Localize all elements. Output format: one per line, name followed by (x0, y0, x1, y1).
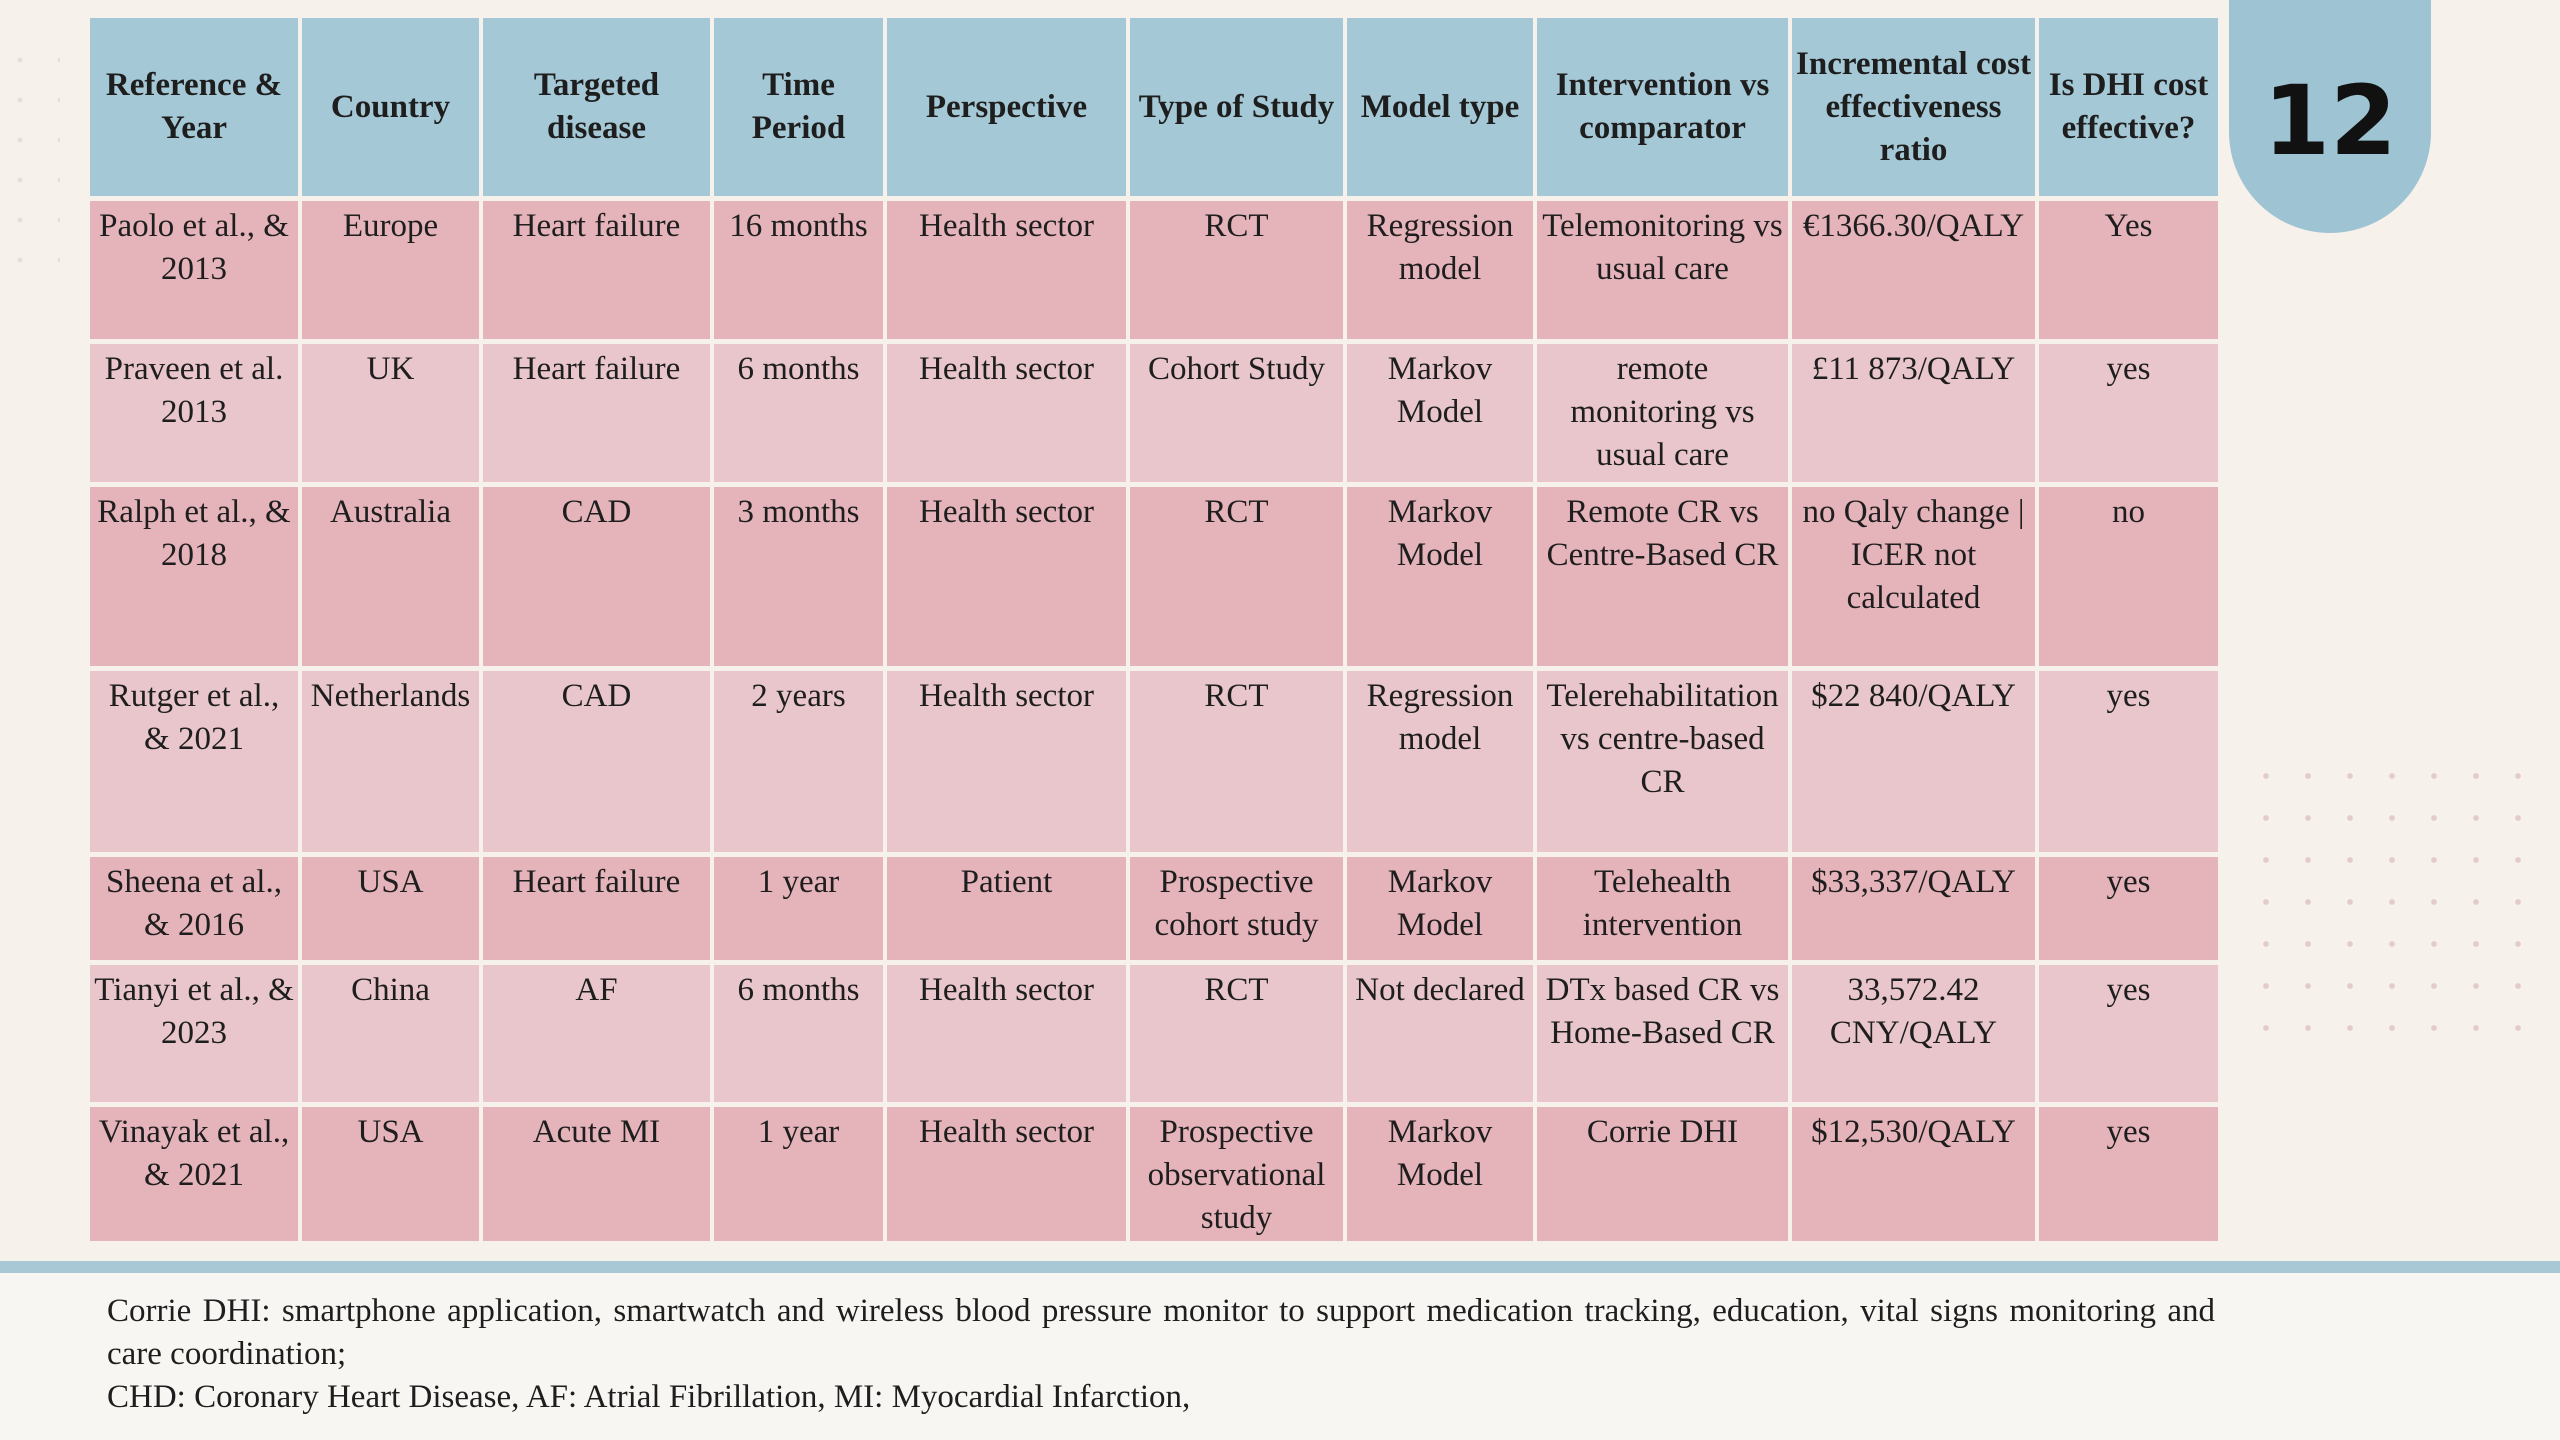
table-row: Vinayak et al., & 2021 USA Acute MI 1 ye… (86, 1104, 2222, 1246)
footnotes: Corrie DHI: smartphone application, smar… (107, 1290, 2215, 1419)
divider-bar (0, 1261, 2560, 1273)
cell-targeted-disease: Heart failure (479, 198, 714, 344)
table-row: Sheena et al., & 2016 USA Heart failure … (86, 854, 2222, 965)
cell-icer: $12,530/QALY (1788, 1104, 2039, 1246)
cell-targeted-disease: Acute MI (479, 1104, 714, 1246)
table-row: Rutger et al., & 2021 Netherlands CAD 2 … (86, 668, 2222, 857)
cell-icer: $22 840/QALY (1788, 668, 2039, 857)
footnote-corrie-dhi: Corrie DHI: smartphone application, smar… (107, 1293, 2215, 1372)
header-country: Country (298, 18, 483, 201)
cell-country: Australia (298, 484, 483, 671)
cell-model-type: Markov Model (1343, 854, 1537, 965)
header-is-dhi-cost-effective: Is DHI cost effective? (2035, 18, 2222, 201)
cell-intervention: Corrie DHI (1533, 1104, 1792, 1246)
cell-targeted-disease: CAD (479, 484, 714, 671)
cell-country: USA (298, 854, 483, 965)
cell-icer: $33,337/QALY (1788, 854, 2039, 965)
cell-targeted-disease: Heart failure (479, 854, 714, 965)
footnote-panel (0, 1273, 2560, 1440)
cell-type-of-study: Prospective observational study (1126, 1104, 1347, 1246)
table-row: Paolo et al., & 2013 Europe Heart failur… (86, 198, 2222, 344)
cell-icer: 33,572.42 CNY/QALY (1788, 962, 2039, 1107)
cell-perspective: Health sector (883, 668, 1130, 857)
cell-type-of-study: Prospective cohort study (1126, 854, 1347, 965)
cell-type-of-study: RCT (1126, 962, 1347, 1107)
cell-country: Europe (298, 198, 483, 344)
table-header-row: Reference & Year Country Targeted diseas… (86, 18, 2222, 201)
cell-country: USA (298, 1104, 483, 1246)
cell-perspective: Health sector (883, 962, 1130, 1107)
cell-time-period: 6 months (710, 341, 887, 487)
cell-reference-year: Ralph et al., & 2018 (86, 484, 302, 671)
cell-model-type: Markov Model (1343, 1104, 1537, 1246)
cell-time-period: 2 years (710, 668, 887, 857)
cell-type-of-study: RCT (1126, 198, 1347, 344)
cell-perspective: Health sector (883, 198, 1130, 344)
cell-perspective: Patient (883, 854, 1130, 965)
slide-number: 12 (2263, 65, 2397, 177)
cell-reference-year: Sheena et al., & 2016 (86, 854, 302, 965)
cell-targeted-disease: Heart failure (479, 341, 714, 487)
header-intervention-vs-comparator: Intervention vs comparator (1533, 18, 1792, 201)
cell-perspective: Health sector (883, 1104, 1130, 1246)
cell-time-period: 1 year (710, 1104, 887, 1246)
cell-type-of-study: Cohort Study (1126, 341, 1347, 487)
header-model-type: Model type (1343, 18, 1537, 201)
cell-reference-year: Praveen et al. 2013 (86, 341, 302, 487)
cell-cost-effective: yes (2035, 1104, 2222, 1246)
cell-intervention: remote monitoring vs usual care (1533, 341, 1792, 487)
cell-intervention: DTx based CR vs Home-Based CR (1533, 962, 1792, 1107)
cost-effectiveness-table-container: Reference & Year Country Targeted diseas… (86, 18, 2222, 1246)
header-targeted-disease: Targeted disease (479, 18, 714, 201)
cell-time-period: 16 months (710, 198, 887, 344)
cell-cost-effective: yes (2035, 668, 2222, 857)
cell-icer: £11 873/QALY (1788, 341, 2039, 487)
cell-icer: no Qaly change | ICER not calculated (1788, 484, 2039, 671)
header-time-period: Time Period (710, 18, 887, 201)
cell-intervention: Telemonitoring vs usual care (1533, 198, 1792, 344)
cell-model-type: Regression model (1343, 668, 1537, 857)
cell-country: UK (298, 341, 483, 487)
footnote-abbreviations: CHD: Coronary Heart Disease, AF: Atrial … (107, 1379, 1191, 1415)
header-reference-year: Reference & Year (86, 18, 302, 201)
cost-effectiveness-table: Reference & Year Country Targeted diseas… (86, 18, 2222, 1246)
cell-targeted-disease: AF (479, 962, 714, 1107)
cell-reference-year: Tianyi et al., & 2023 (86, 962, 302, 1107)
cell-model-type: Not declared (1343, 962, 1537, 1107)
cell-reference-year: Rutger et al., & 2021 (86, 668, 302, 857)
table-row: Praveen et al. 2013 UK Heart failure 6 m… (86, 341, 2222, 487)
cell-cost-effective: Yes (2035, 198, 2222, 344)
header-perspective: Perspective (883, 18, 1130, 201)
cell-model-type: Regression model (1343, 198, 1537, 344)
decorative-dot-pattern-left (0, 40, 60, 270)
cell-perspective: Health sector (883, 484, 1130, 671)
cell-model-type: Markov Model (1343, 484, 1537, 671)
header-type-of-study: Type of Study (1126, 18, 1347, 201)
cell-cost-effective: yes (2035, 341, 2222, 487)
cell-time-period: 1 year (710, 854, 887, 965)
cell-time-period: 3 months (710, 484, 887, 671)
cell-type-of-study: RCT (1126, 668, 1347, 857)
cell-reference-year: Vinayak et al., & 2021 (86, 1104, 302, 1246)
cell-perspective: Health sector (883, 341, 1130, 487)
cell-icer: €1366.30/QALY (1788, 198, 2039, 344)
cell-intervention: Remote CR vs Centre-Based CR (1533, 484, 1792, 671)
slide-number-tab: 12 (2229, 0, 2431, 233)
cell-time-period: 6 months (710, 962, 887, 1107)
cell-cost-effective: yes (2035, 962, 2222, 1107)
table-row: Tianyi et al., & 2023 China AF 6 months … (86, 962, 2222, 1107)
cell-targeted-disease: CAD (479, 668, 714, 857)
cell-intervention: Telerehabilitation vs centre-based CR (1533, 668, 1792, 857)
decorative-dot-pattern-right (2245, 755, 2545, 1055)
cell-country: China (298, 962, 483, 1107)
cell-reference-year: Paolo et al., & 2013 (86, 198, 302, 344)
cell-type-of-study: RCT (1126, 484, 1347, 671)
header-icer: Incremental cost effectiveness ratio (1788, 18, 2039, 201)
cell-model-type: Markov Model (1343, 341, 1537, 487)
cell-cost-effective: yes (2035, 854, 2222, 965)
cell-country: Netherlands (298, 668, 483, 857)
table-row: Ralph et al., & 2018 Australia CAD 3 mon… (86, 484, 2222, 671)
cell-intervention: Telehealth intervention (1533, 854, 1792, 965)
cell-cost-effective: no (2035, 484, 2222, 671)
